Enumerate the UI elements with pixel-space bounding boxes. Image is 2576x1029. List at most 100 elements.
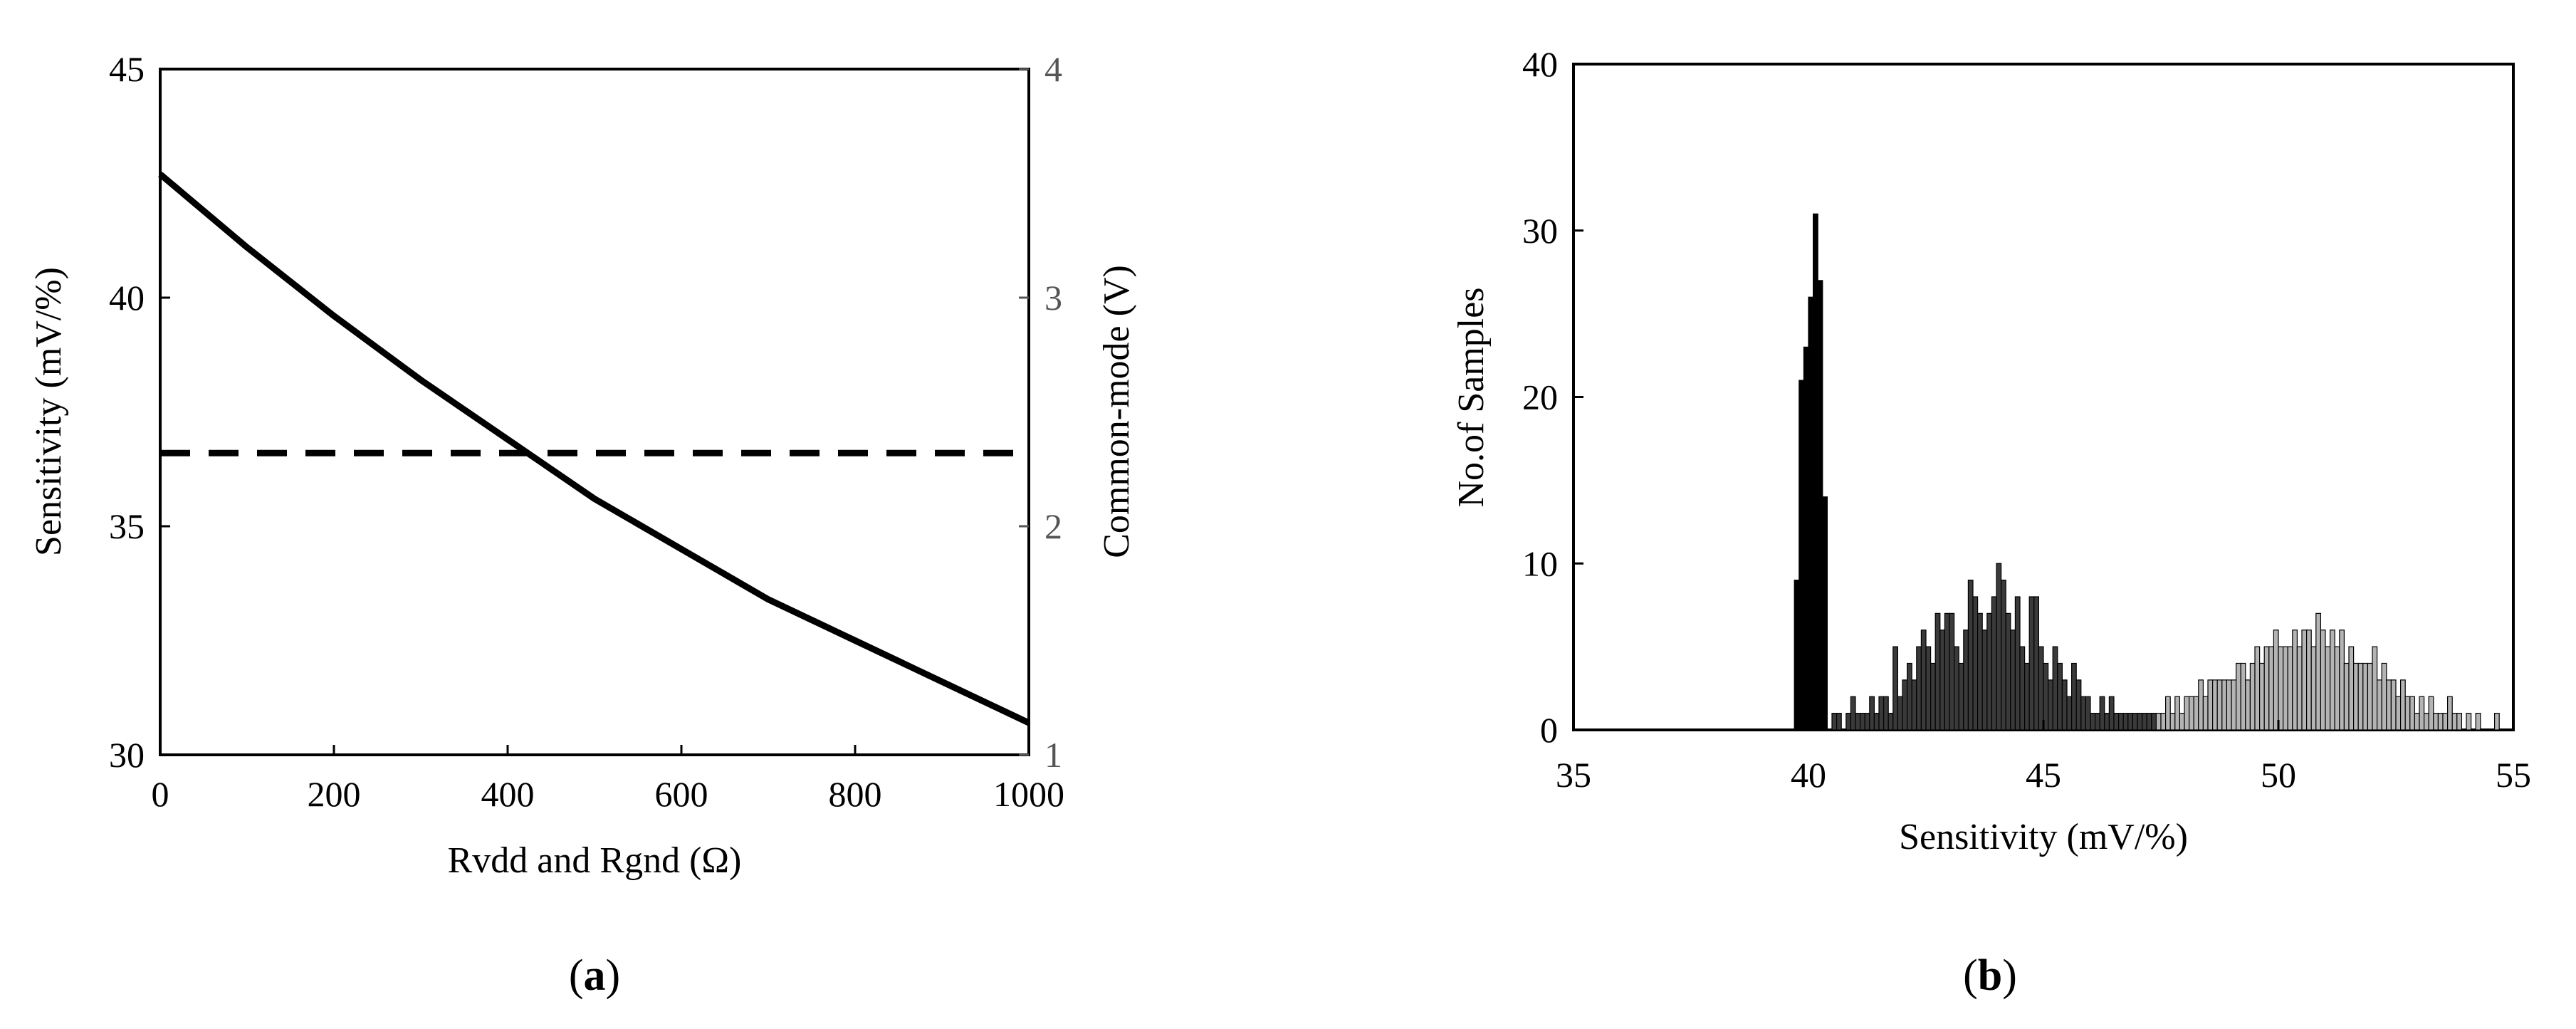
panel-b-bar (2386, 679, 2392, 731)
panel-a-x-ticks: 0 200 400 600 800 1000 (152, 745, 1064, 814)
panel-b-bar (2038, 646, 2044, 731)
panel-a-x-tick-label: 800 (829, 774, 882, 814)
panel-b-bar (2278, 646, 2284, 731)
panel-b-bar (1920, 630, 1927, 731)
panel-b-bar (2155, 713, 2162, 731)
panel-b-bar (2127, 713, 2134, 731)
panel-b-bar (2390, 679, 2397, 731)
panel-a-x-axis-title: Rvdd and Rgnd (Ω) (448, 840, 742, 881)
panel-b-bar (2456, 713, 2463, 731)
panel-b-bar (2254, 646, 2261, 731)
panel-b-bar (2113, 713, 2120, 731)
panel-a-x-tick-label: 1000 (993, 774, 1064, 814)
panel-b-bar (1855, 713, 1861, 731)
panel-b-bar (1845, 713, 1852, 731)
panel-b-bar (1996, 563, 2002, 731)
panel-b-label: (b) (1963, 951, 2017, 1000)
panel-b-bar (1934, 612, 1941, 731)
panel-a-sensitivity-curve (158, 172, 1030, 726)
panel-b-bar (1878, 696, 1885, 731)
panel-b-bar (2334, 646, 2340, 731)
panel-b-bar (2249, 662, 2256, 731)
panel-b-bar (1954, 646, 1959, 731)
panel-b-bar (2075, 679, 2082, 731)
panel-b-bar (2287, 646, 2293, 731)
panel-b-bar (2395, 696, 2402, 731)
panel-b-bar (2108, 696, 2115, 731)
panel-a-y2-tick-label: 2 (1044, 506, 1062, 546)
panel-b-bar (2437, 713, 2444, 731)
panel-b-bar (1930, 662, 1936, 731)
panel-b-bar (1817, 280, 1823, 731)
panel-b-bar (2052, 646, 2058, 731)
panel-b-bar (1892, 646, 1899, 731)
panel-b-y-tick-label: 10 (1522, 543, 1558, 583)
panel-b-y-tick-label: 0 (1540, 710, 1558, 750)
panel-a-y2-axis-title: Common-mode (V) (1096, 265, 1137, 558)
panel-b-bar (1803, 346, 1809, 731)
panel-b-bar (2231, 679, 2237, 731)
panel-b-bar (1831, 713, 1838, 731)
panel-b-bar (2193, 696, 2199, 731)
panel-b-y-tick-label: 40 (1522, 44, 1558, 84)
panel-b-bar (1869, 696, 1875, 731)
panel-b-bar (2048, 679, 2053, 731)
panel-b-bar (1822, 496, 1828, 731)
panel-b-bar (2080, 696, 2087, 731)
panel-b-bar (1949, 612, 1955, 731)
panel-b-bar (2259, 662, 2265, 731)
panel-b-bar (2301, 630, 2308, 731)
panel-b-bar (2014, 596, 2021, 731)
panel-b-bar (2357, 662, 2364, 731)
panel-b-bar (2315, 612, 2322, 731)
panel-b-bar (1981, 630, 1988, 731)
panel-b-bars (1794, 213, 2500, 731)
panel-b-bar (2019, 646, 2026, 731)
panel-b-bar (2137, 713, 2143, 731)
panel-a-y-tick-label: 30 (109, 735, 145, 775)
panel-b-bar (2226, 679, 2232, 731)
panel-b-bar (1972, 596, 1979, 731)
panel-a-y-axis-title: Sensitivity (mV/%) (28, 267, 69, 556)
panel-a-series (158, 172, 1030, 726)
panel-b-bar (2212, 679, 2218, 731)
panel-b-bar (1963, 630, 1969, 731)
panel-b-bar (1944, 612, 1950, 731)
panel-a-x-tick-label: 200 (308, 774, 361, 814)
panel-b-y-tick-label: 20 (1522, 377, 1558, 417)
panel-b-bar (2169, 713, 2176, 731)
panel-b-bar (1977, 612, 1983, 731)
panel-b-bar (2202, 696, 2209, 731)
panel-a-y-tick-label: 40 (109, 278, 145, 318)
panel-b-bar (2263, 646, 2270, 731)
panel-b-bar (2273, 630, 2279, 731)
panel-b-bar (2099, 696, 2105, 731)
panel-b-bar (2400, 679, 2406, 731)
panel-b-y-axis-title: No.of Samples (1451, 287, 1492, 507)
panel-b-bar (2189, 696, 2194, 731)
panel-b-bar (2283, 646, 2288, 731)
panel-b-bar (2095, 713, 2100, 731)
panel-b-bar (2447, 696, 2453, 731)
panel-b-bar (2071, 662, 2077, 731)
panel-b-bar (1907, 662, 1912, 731)
panel-b-bar (1860, 713, 1865, 731)
panel-b-bar (1967, 580, 1974, 731)
panel-b-bar (2306, 630, 2312, 731)
panel-b-bar (2339, 630, 2345, 731)
panel-b-bar (2367, 662, 2373, 731)
panel-b-bar (2142, 713, 2147, 731)
panel-b-bar (1991, 596, 1997, 731)
panel-b-bar (2198, 679, 2204, 731)
panel-a-label-letter: a (584, 951, 606, 1000)
panel-b-bar (2475, 713, 2481, 731)
panel-b-bar (2216, 679, 2223, 731)
panel-b-bar (1808, 296, 1814, 731)
panel-b-bar (2419, 696, 2425, 731)
panel-a-y2-tick-label: 1 (1044, 735, 1062, 775)
panel-b-x-tick-label: 40 (1791, 755, 1826, 795)
panel-a-y2-tick-label: 4 (1044, 49, 1062, 89)
panel-b-bar (1799, 380, 1805, 731)
panel-b-plot-frame (1572, 63, 2515, 731)
panel-b-bar (2343, 662, 2350, 731)
